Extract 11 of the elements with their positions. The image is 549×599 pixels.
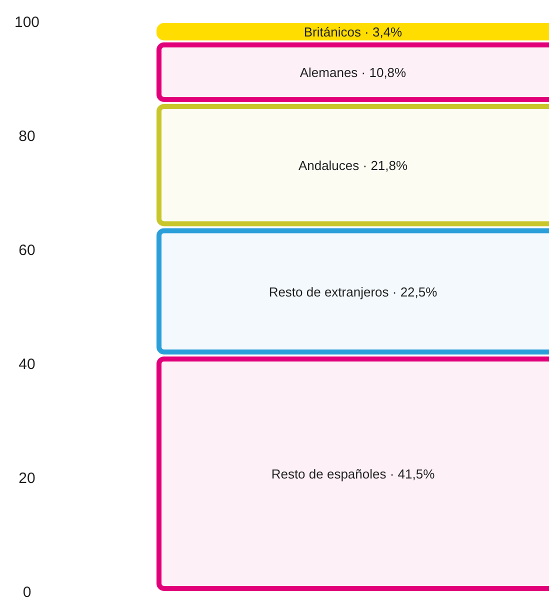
y-tick-label: 0 bbox=[22, 584, 32, 599]
data-label: Alemanes · 10,8% bbox=[300, 65, 407, 80]
data-label: Resto de extranjeros · 22,5% bbox=[268, 284, 438, 300]
data-label: Británicos · 3,4% bbox=[304, 24, 403, 40]
data-label: Andaluces · 21,8% bbox=[298, 158, 408, 174]
y-tick-label: 60 bbox=[18, 242, 36, 259]
y-tick-label: 20 bbox=[18, 470, 36, 487]
y-tick-label: 80 bbox=[18, 128, 36, 145]
data-label: Resto de españoles · 41,5% bbox=[271, 466, 436, 482]
y-tick-label: 100 bbox=[14, 14, 40, 31]
y-tick-label: 40 bbox=[18, 356, 36, 373]
